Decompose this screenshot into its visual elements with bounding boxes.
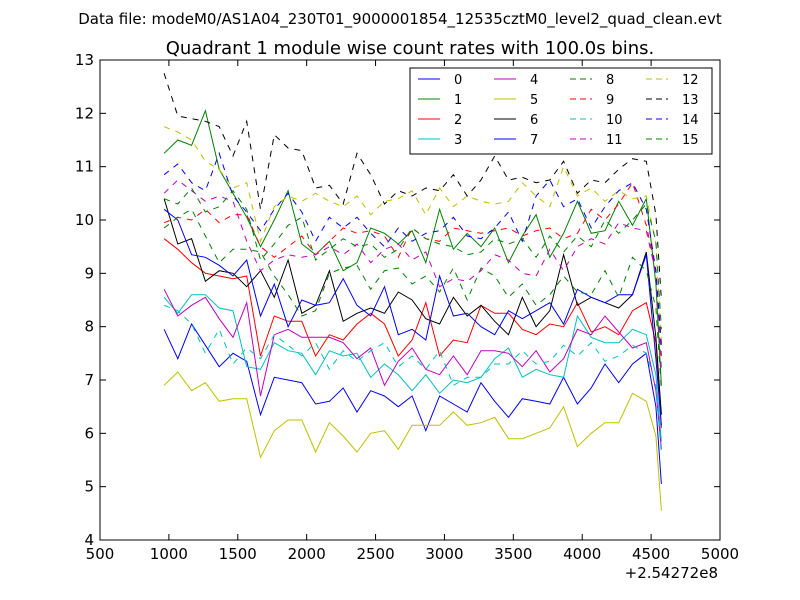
x-tick-label: 2500 xyxy=(356,545,394,563)
legend-box xyxy=(409,67,713,155)
legend-label-8: 8 xyxy=(606,73,614,88)
y-tick-label: 10 xyxy=(75,211,94,229)
x-tick-label: 500 xyxy=(86,545,115,563)
chart-title: Quadrant 1 module wise count rates with … xyxy=(166,38,655,59)
legend-label-6: 6 xyxy=(530,113,538,128)
series-line-10 xyxy=(163,304,662,455)
x-tick-label: 5000 xyxy=(701,545,739,563)
x-tick-label: 1500 xyxy=(219,545,257,563)
series-line-11 xyxy=(163,179,662,370)
legend-label-13: 13 xyxy=(682,93,699,108)
plot-frame xyxy=(99,59,721,541)
legend-label-5: 5 xyxy=(530,93,538,108)
y-tick-label: 4 xyxy=(84,531,94,549)
legend-label-7: 7 xyxy=(530,133,538,148)
legend-label-4: 4 xyxy=(530,73,538,88)
x-tick-label: 4500 xyxy=(632,545,670,563)
series-line-13 xyxy=(163,73,662,301)
series-line-7 xyxy=(163,208,662,426)
y-tick-label: 9 xyxy=(84,264,94,282)
y-tick-label: 11 xyxy=(75,158,94,176)
legend-label-12: 12 xyxy=(682,73,699,88)
series-line-9 xyxy=(163,181,662,357)
legend-label-3: 3 xyxy=(454,133,462,148)
series-line-1 xyxy=(163,109,662,386)
series-layer xyxy=(163,73,662,511)
x-offset-label: +2.54272e8 xyxy=(625,564,718,582)
series-line-6 xyxy=(163,198,662,415)
axis-layer: 500 1000 1500 2000 2500 3000 3500 4000 4500 5000 4… xyxy=(75,51,739,563)
series-line-5 xyxy=(163,371,662,511)
legend-label-0: 0 xyxy=(454,73,462,88)
x-tick-label: 1000 xyxy=(150,545,188,563)
x-tick-label: 3500 xyxy=(494,545,532,563)
y-tick-label: 13 xyxy=(75,51,94,69)
series-line-0 xyxy=(163,322,662,485)
figure-suptitle: Data file: modeM0/AS1A04_230T01_90000018… xyxy=(78,10,722,29)
legend-label-15: 15 xyxy=(682,133,699,148)
x-tick-label: 3000 xyxy=(425,545,463,563)
y-tick-label: 12 xyxy=(75,104,94,122)
legend-label-2: 2 xyxy=(454,113,462,128)
y-tick-label: 8 xyxy=(84,318,94,336)
legend-label-14: 14 xyxy=(682,113,699,128)
legend-label-10: 10 xyxy=(606,113,623,128)
y-tick-label: 7 xyxy=(84,371,94,389)
legend-label-11: 11 xyxy=(606,133,623,148)
y-tick-label: 6 xyxy=(84,424,94,442)
series-line-12 xyxy=(163,126,662,343)
series-line-2 xyxy=(163,238,662,429)
legend-label-9: 9 xyxy=(606,93,614,108)
x-tick-label: 2000 xyxy=(288,545,326,563)
y-tick-label: 5 xyxy=(84,478,94,496)
legend-label-1: 1 xyxy=(454,93,462,108)
x-tick-label: 4000 xyxy=(563,545,601,563)
series-line-4 xyxy=(163,289,662,450)
